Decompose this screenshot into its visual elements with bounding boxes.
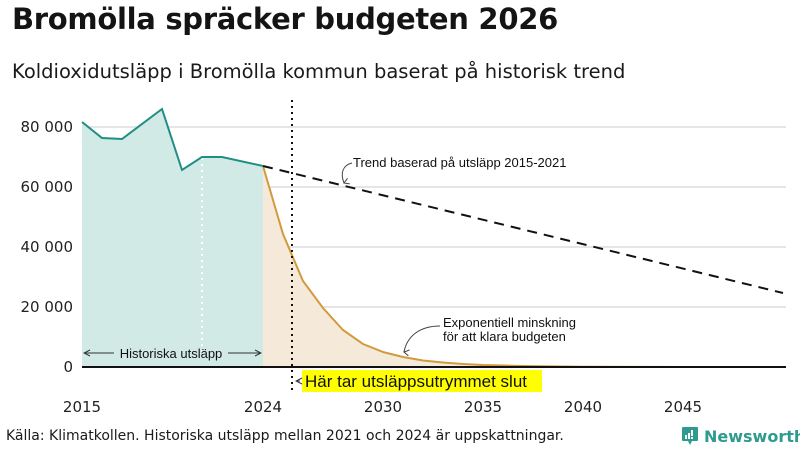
source-note: Källa: Klimatkollen. Historiska utsläpp … (6, 428, 564, 444)
x-tick-label: 2040 (564, 398, 602, 416)
brand-name: Newsworthy (704, 426, 800, 446)
exponential-label-line2: för att klara budgeten (443, 329, 566, 344)
highlight-box (302, 370, 542, 392)
y-tick-label: 80 000 (21, 118, 74, 136)
x-tick-label: 2045 (664, 398, 702, 416)
bar-chart-speech-bubble-icon (682, 427, 698, 445)
x-tick-label: 2035 (464, 398, 502, 416)
trend-label: Trend baserad på utsläpp 2015-2021 (353, 155, 566, 170)
budget-end-label: Här tar utsläppsutrymmet slut (305, 372, 527, 391)
x-tick-label: 2015 (63, 398, 101, 416)
exponential-area (263, 166, 783, 367)
y-axis: 80 000 60 000 40 000 20 000 0 (21, 118, 74, 376)
trend-annotation: Trend baserad på utsläpp 2015-2021 (341, 155, 566, 185)
trend-line (262, 165, 784, 294)
x-tick-label: 2030 (364, 398, 402, 416)
exponential-label-line1: Exponentiell minskning (443, 315, 576, 330)
x-tick-label: 2024 (244, 398, 282, 416)
budget-end-annotation: Här tar utsläppsutrymmet slut (296, 370, 542, 392)
chart-title: Bromölla spräcker budgeten 2026 (12, 2, 558, 36)
brand-logo[interactable]: Newsworthy (681, 426, 800, 446)
y-tick-label: 20 000 (21, 298, 74, 316)
x-axis: 2015 2024 2030 2035 2040 2045 (63, 398, 702, 416)
historic-area (82, 109, 263, 367)
historic-label: Historiska utsläpp (120, 346, 223, 361)
y-tick-label: 40 000 (21, 238, 74, 256)
y-tick-label: 0 (63, 358, 73, 376)
exponential-annotation: Exponentiell minskning för att klara bud… (403, 315, 576, 357)
y-tick-label: 60 000 (21, 178, 74, 196)
historic-range-annotation: Historiska utsläpp (84, 346, 261, 361)
chart-subtitle: Koldioxidutsläpp i Bromölla kommun baser… (12, 60, 626, 83)
historic-line (81, 107, 264, 172)
